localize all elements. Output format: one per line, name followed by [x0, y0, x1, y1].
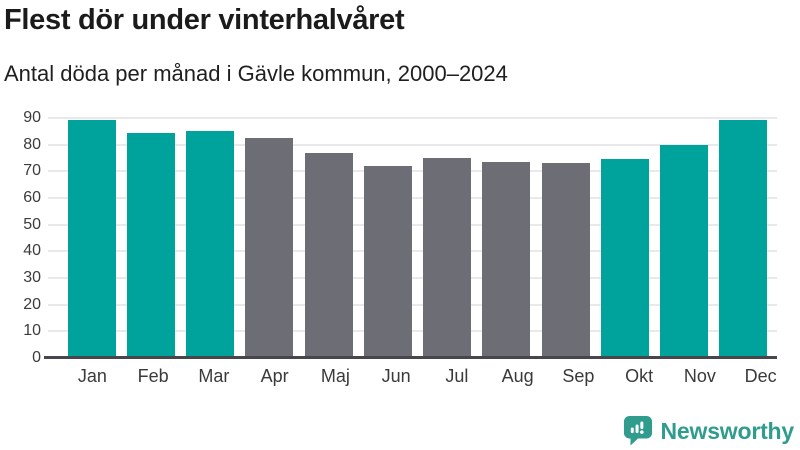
x-axis: Jan Feb Mar Apr Maj Jun Jul Aug Sep Okt Nov Dec: [48, 366, 795, 387]
newsworthy-logo-text: Newsworthy: [660, 417, 795, 444]
x-axis-label-feb: Feb: [137, 366, 169, 386]
gridline: [48, 196, 777, 199]
x-axis-label-mar: Mar: [198, 366, 230, 386]
bars-row: [48, 118, 777, 358]
bar-column-jul: [418, 118, 477, 358]
y-axis-label: 20: [23, 295, 41, 313]
x-axis-label-aug: Aug: [501, 366, 534, 386]
gridline: [48, 170, 777, 173]
bar-column-jun: [358, 118, 417, 358]
x-axis-label-apr: Apr: [260, 366, 289, 386]
bar-column-feb: [121, 118, 180, 358]
x-axis-label-sep: Sep: [562, 366, 595, 386]
y-axis-label: 50: [23, 215, 41, 233]
x-axis-label-maj: Maj: [320, 366, 350, 386]
y-axis-label: 90: [23, 109, 41, 126]
bar-feb: [126, 133, 175, 358]
bar-jun: [363, 165, 412, 358]
bar-column-sep: [536, 118, 595, 358]
bar-maj: [304, 152, 353, 358]
bar-column-mar: [181, 118, 240, 358]
x-axis-label-jul: Jul: [445, 366, 469, 386]
gridline: [48, 143, 777, 146]
bar-column-aug: [477, 118, 536, 358]
x-axis-label-nov: Nov: [683, 366, 716, 386]
bar-column-dec: [714, 118, 773, 358]
bar-column-jan: [62, 118, 121, 358]
bar-nov: [660, 144, 709, 358]
y-axis-label: 10: [23, 322, 41, 340]
y-axis-label: 0: [32, 349, 41, 366]
gridline: [48, 330, 777, 333]
chart-title: Flest dör under vinterhalvåret: [4, 4, 405, 36]
x-axis-label-dec: Dec: [744, 366, 777, 386]
y-axis: 0 10 20 30 40 50 60 70 80 90: [0, 109, 41, 366]
y-axis-label: 60: [23, 188, 41, 206]
y-axis-label: 30: [23, 268, 41, 286]
bar-column-okt: [595, 118, 654, 358]
y-axis-label: 40: [23, 242, 41, 260]
gridline: [48, 250, 777, 253]
gridline: [48, 303, 777, 306]
bar-jan: [67, 119, 116, 358]
newsworthy-logo[interactable]: Newsworthy: [623, 415, 794, 447]
bar-okt: [600, 159, 649, 358]
bar-column-maj: [299, 118, 358, 358]
bar-apr: [245, 137, 294, 358]
y-axis-label: 70: [23, 162, 41, 180]
y-axis-label: 80: [23, 135, 41, 153]
gridline: [48, 117, 777, 119]
gridline: [48, 223, 777, 226]
bar-mar: [186, 130, 235, 358]
bar-column-apr: [240, 118, 299, 358]
gridline: [48, 276, 777, 279]
bar-column-nov: [655, 118, 714, 358]
x-axis-label-jan: Jan: [77, 366, 107, 386]
x-axis-label-okt: Okt: [625, 366, 654, 386]
bar-jul: [423, 158, 472, 358]
newsworthy-logo-icon: [623, 416, 652, 446]
bar-aug: [482, 161, 531, 358]
x-axis-label-jun: Jun: [381, 366, 411, 386]
x-axis-baseline: [44, 356, 777, 359]
bar-sep: [541, 162, 590, 358]
bar-dec: [719, 119, 768, 358]
plot-area: [44, 117, 777, 359]
chart-subtitle: Antal döda per månad i Gävle kommun, 200…: [4, 61, 508, 86]
